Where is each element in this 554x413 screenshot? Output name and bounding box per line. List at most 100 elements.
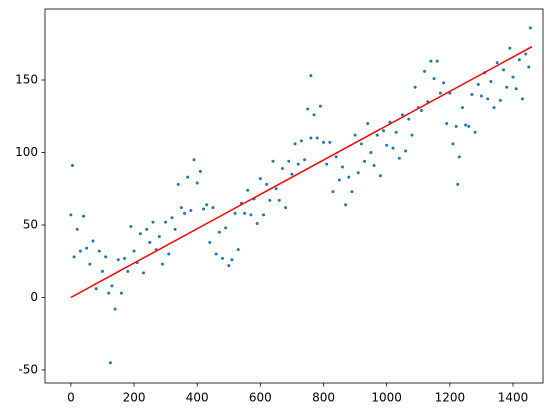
point — [325, 162, 329, 166]
point — [110, 284, 114, 288]
point — [262, 213, 266, 217]
point — [151, 220, 155, 224]
x-tick-label: 1000 — [371, 391, 402, 405]
point — [296, 162, 300, 166]
point — [208, 240, 212, 244]
point — [303, 158, 307, 162]
point — [337, 178, 341, 182]
point — [94, 287, 98, 291]
point — [413, 85, 417, 89]
point — [479, 94, 483, 98]
point — [340, 165, 344, 169]
point — [347, 175, 351, 179]
point — [505, 85, 509, 89]
point — [268, 198, 272, 202]
point — [489, 79, 493, 83]
point — [394, 130, 398, 134]
point — [404, 149, 408, 153]
point — [142, 271, 146, 275]
point — [78, 249, 82, 253]
y-tick-label: 150 — [15, 73, 38, 87]
point — [198, 169, 202, 173]
point — [378, 174, 382, 178]
point — [382, 129, 386, 133]
point — [372, 164, 376, 168]
point — [456, 182, 460, 186]
point — [350, 190, 354, 194]
point — [217, 230, 221, 234]
point — [195, 181, 199, 185]
point — [476, 82, 480, 86]
plot-frame — [44, 8, 544, 384]
y-tick-label: -50 — [18, 362, 38, 376]
point — [211, 206, 215, 210]
point — [176, 182, 180, 186]
point — [318, 104, 322, 108]
point — [173, 227, 177, 231]
point — [233, 211, 237, 215]
x-tick-label: 0 — [67, 391, 75, 405]
point — [375, 133, 379, 137]
point — [214, 252, 218, 256]
point — [145, 227, 149, 231]
point — [157, 235, 161, 239]
point — [202, 207, 206, 211]
point — [205, 203, 209, 207]
point — [473, 130, 477, 134]
point — [502, 68, 506, 72]
point — [524, 52, 528, 56]
point — [498, 98, 502, 102]
point — [107, 291, 111, 295]
point — [492, 106, 496, 110]
point — [385, 143, 389, 147]
point — [148, 240, 152, 244]
point — [331, 190, 335, 194]
point — [116, 258, 120, 262]
point — [138, 232, 142, 236]
point — [97, 249, 101, 253]
point — [236, 248, 240, 252]
point — [280, 166, 284, 170]
point — [192, 158, 196, 162]
point — [363, 159, 367, 163]
point — [508, 46, 512, 50]
point — [249, 213, 253, 217]
point — [85, 246, 89, 250]
point — [464, 123, 468, 127]
point — [113, 307, 117, 311]
point — [442, 81, 446, 85]
point — [293, 142, 297, 146]
point — [284, 206, 288, 210]
point — [410, 133, 414, 137]
point — [309, 136, 313, 140]
point — [429, 59, 433, 63]
x-tick-label: 800 — [312, 391, 335, 405]
point — [227, 264, 231, 268]
point — [183, 211, 187, 215]
point — [91, 239, 95, 243]
trend-line — [70, 46, 533, 299]
y-tick-label: 0 — [30, 290, 38, 304]
point — [123, 256, 127, 260]
x-tick-label: 1400 — [498, 391, 529, 405]
point — [224, 226, 228, 230]
point — [100, 269, 104, 273]
point — [460, 106, 464, 110]
point — [334, 155, 338, 159]
point — [186, 175, 190, 179]
point — [243, 211, 247, 215]
point — [470, 93, 474, 97]
point — [82, 214, 86, 218]
point — [322, 140, 326, 144]
point — [170, 216, 174, 220]
point — [438, 91, 442, 95]
point — [344, 203, 348, 207]
point — [432, 77, 436, 81]
point — [315, 136, 319, 140]
point — [369, 151, 373, 155]
point — [366, 122, 370, 126]
point — [290, 172, 294, 176]
point — [271, 159, 275, 163]
point — [359, 142, 363, 146]
